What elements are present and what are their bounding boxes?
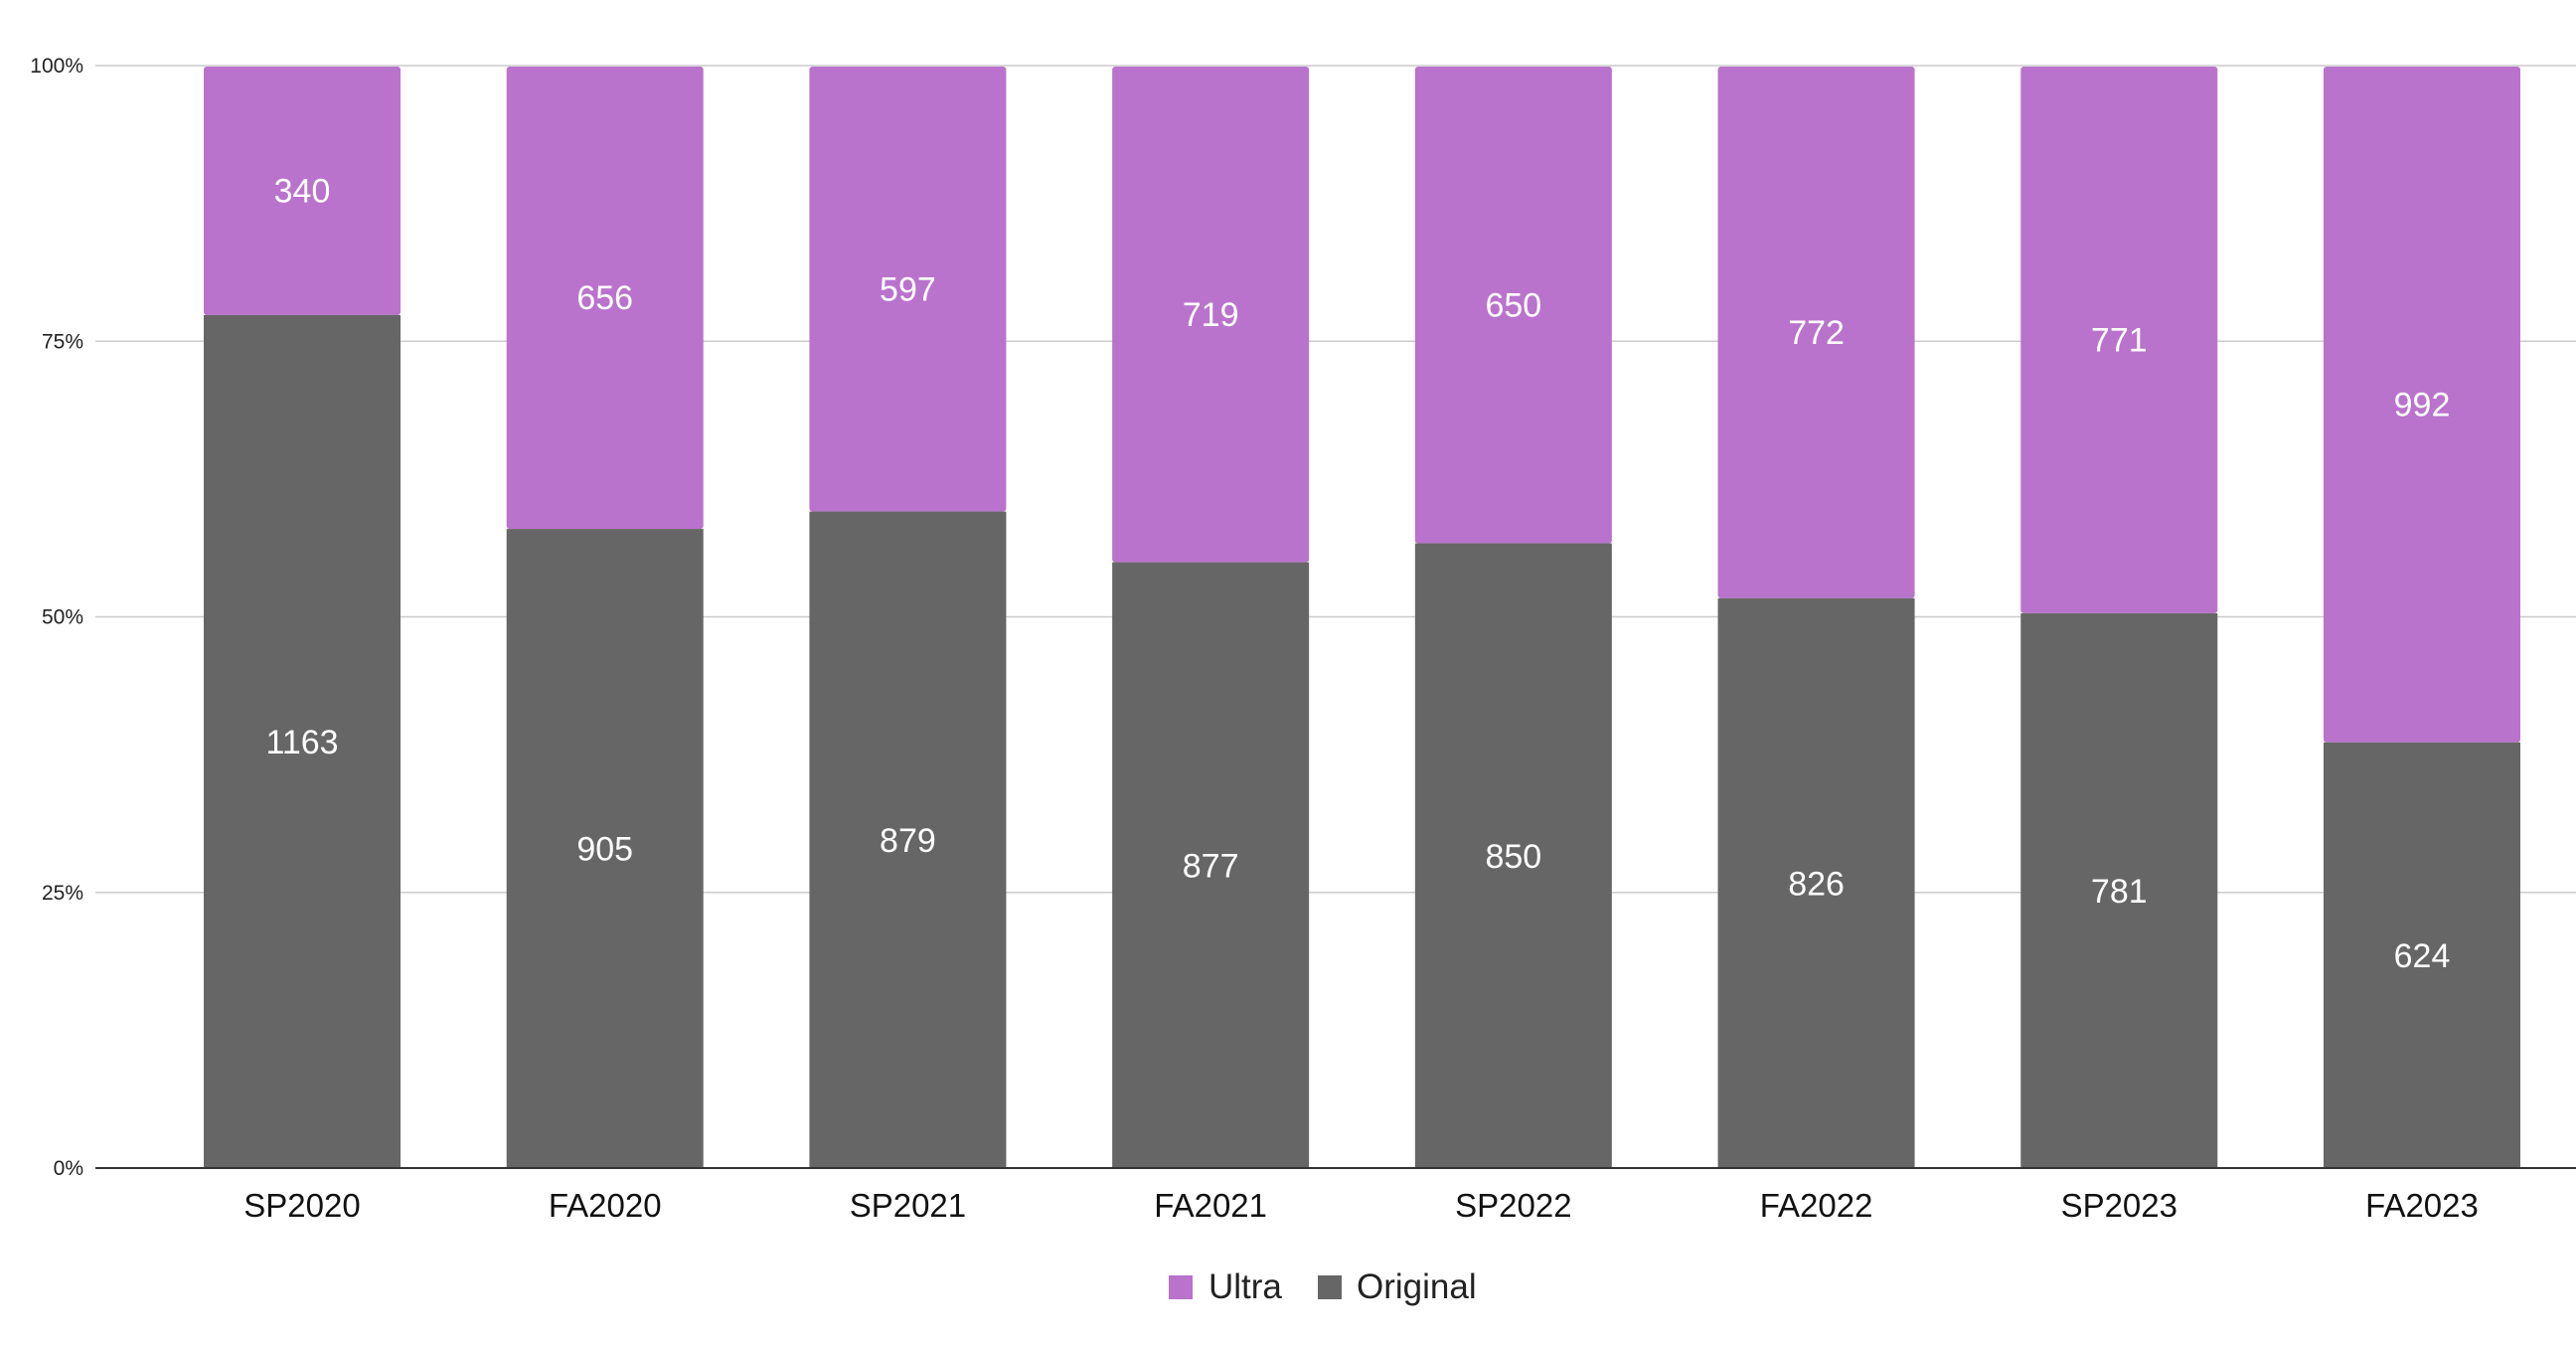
x-tick-label: FA2022 (1760, 1187, 1873, 1224)
bar-ultra (1414, 67, 1612, 544)
data-label-ultra: 656 (576, 279, 633, 317)
x-tick-label: SP2021 (850, 1187, 966, 1224)
bar-ultra (1112, 67, 1310, 563)
data-label-original: 905 (576, 831, 633, 869)
y-tick-label: 0% (54, 1157, 83, 1180)
data-label-original: 624 (2394, 937, 2451, 975)
bar-original (1414, 543, 1612, 1168)
bar-ultra (1717, 67, 1915, 598)
legend-swatch-original (1318, 1275, 1342, 1299)
data-label-ultra: 650 (1485, 286, 1541, 324)
data-label-ultra: 992 (2394, 386, 2451, 423)
bar-original (2020, 612, 2218, 1168)
x-tick-label: SP2022 (1455, 1187, 1571, 1224)
bar-ultra (2324, 67, 2520, 743)
data-label-original: 877 (1183, 847, 1239, 885)
bar-original (2324, 742, 2520, 1168)
x-tick-label: SP2020 (243, 1187, 360, 1224)
x-tick-label: FA2021 (1154, 1187, 1267, 1224)
bar-ultra (204, 67, 401, 315)
bar-original (1112, 562, 1310, 1168)
y-tick-label: 75% (42, 330, 83, 353)
data-label-original: 826 (1788, 865, 1845, 903)
data-label-ultra: 340 (274, 172, 331, 210)
x-tick-label: SP2023 (2061, 1187, 2177, 1224)
x-tick-label: FA2020 (549, 1187, 662, 1224)
data-label-ultra: 719 (1183, 296, 1239, 334)
data-label-original: 879 (880, 822, 936, 860)
bar-original (1717, 597, 1915, 1168)
bar-original (506, 529, 704, 1168)
bar-ultra (809, 67, 1007, 512)
data-label-ultra: 772 (1788, 314, 1845, 352)
y-tick-label: 50% (42, 606, 83, 629)
legend: Ultra Original (1169, 1267, 1477, 1306)
y-tick-label: 25% (42, 882, 83, 905)
x-tick-label: FA2023 (2365, 1187, 2479, 1224)
data-label-ultra: 597 (880, 270, 936, 308)
legend-swatch-ultra (1169, 1275, 1193, 1299)
y-tick-label: 100% (30, 55, 83, 78)
legend-label-ultra: Ultra (1208, 1267, 1282, 1306)
data-label-original: 781 (2091, 873, 2148, 911)
data-label-original: 850 (1485, 838, 1541, 876)
bar-ultra (506, 67, 704, 530)
bar-ultra (2020, 67, 2218, 613)
bar-original (809, 511, 1007, 1168)
data-label-ultra: 771 (2091, 321, 2148, 359)
legend-label-original: Original (1357, 1267, 1477, 1306)
bar-original (204, 314, 401, 1168)
data-label-original: 1163 (265, 724, 338, 761)
